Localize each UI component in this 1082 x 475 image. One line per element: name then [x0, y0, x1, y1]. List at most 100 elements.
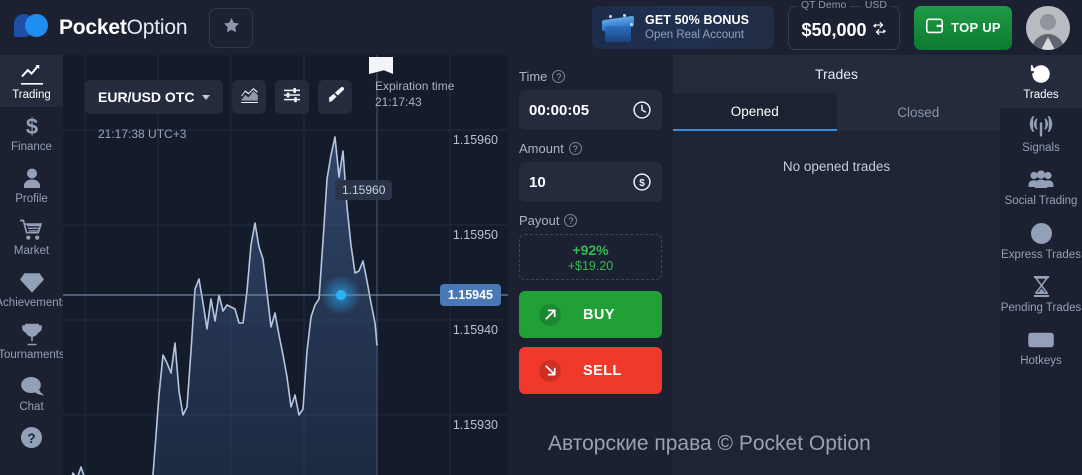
payout-percent: +92% [572, 241, 609, 258]
sliders-settings-icon [283, 87, 301, 108]
bonus-banner[interactable]: GET 50% BONUS Open Real Account [592, 6, 774, 49]
gift-box-icon [599, 12, 637, 44]
brush-icon [326, 86, 345, 109]
chart-area-fill [72, 137, 377, 475]
time-field-label: Time ? [519, 69, 662, 84]
expiration-time: 21:17:43 [375, 95, 422, 109]
svg-text:$: $ [25, 114, 37, 138]
price-chart[interactable]: EUR/USD OTC 21:17:38 UTC+3 [63, 55, 508, 475]
sidebar-item-label: Market [13, 245, 50, 257]
sidebar-item-hotkeys[interactable]: Hotkeys [1000, 321, 1082, 374]
balance-amount-group: $50,000 [801, 20, 886, 41]
sidebar-item-label: Chat [19, 401, 44, 413]
arrow-down-right-icon [539, 359, 561, 382]
chart-type-button[interactable] [232, 80, 267, 114]
svg-text:$: $ [639, 178, 645, 189]
sidebar-item-label: Social Trading [1004, 195, 1078, 208]
avatar[interactable] [1026, 5, 1070, 50]
amount-field-label: Amount ? [519, 141, 662, 156]
current-price-dot [336, 290, 346, 300]
chat-bubble-icon [20, 374, 44, 398]
drawing-tools-button[interactable] [318, 80, 353, 114]
current-price-badge: 1.15945 [439, 284, 501, 306]
chart-toolbar: EUR/USD OTC [85, 80, 353, 114]
help-circle-icon[interactable]: ? [564, 214, 578, 227]
star-icon [222, 16, 241, 40]
sidebar-item-finance[interactable]: $ Finance [0, 107, 63, 159]
payout-label-text: Payout [519, 213, 560, 228]
sidebar-item-label: Express Trades [1001, 248, 1081, 261]
chart-timestamp: 21:17:38 UTC+3 [98, 127, 187, 141]
currency-label: USD [860, 0, 891, 11]
sidebar-item-chat[interactable]: Chat [0, 367, 63, 419]
sidebar-item-express-trades[interactable]: Express Trades [1000, 215, 1082, 268]
expiration-marker: Expiration time 21:17:43 [369, 57, 454, 109]
refresh-icon[interactable] [872, 20, 887, 41]
sidebar-item-label: Signals [1022, 142, 1060, 155]
top-up-button[interactable]: TOP UP [914, 5, 1012, 50]
sidebar-item-tournaments[interactable]: Tournaments [0, 315, 65, 367]
time-input[interactable]: 00:00:05 [519, 90, 662, 130]
people-group-icon [1028, 168, 1054, 192]
top-up-label: TOP UP [951, 20, 1001, 35]
brand-logo[interactable]: PocketOption [0, 13, 188, 43]
svg-text:?: ? [27, 431, 35, 446]
clock-icon[interactable] [632, 100, 652, 120]
asset-name: EUR/USD OTC [98, 89, 195, 105]
help-circle-icon[interactable]: ? [20, 426, 43, 454]
header-right-group: GET 50% BONUS Open Real Account QT Demo … [592, 0, 1082, 50]
brand-name-light: Option [126, 15, 188, 39]
chart-type-icon [240, 87, 259, 108]
person-icon [22, 166, 42, 190]
sidebar-item-pending-trades[interactable]: Pending Trades [1000, 268, 1082, 321]
hourglass-icon [1032, 275, 1051, 299]
sidebar-item-label: Hotkeys [1020, 355, 1062, 368]
amount-value: 10 [529, 173, 546, 191]
signal-antenna-icon [1029, 115, 1053, 139]
sidebar-item-label: Trades [1023, 89, 1059, 101]
right-sidebar: Trades Signals Social Trading Express Tr… [1000, 55, 1082, 475]
payout-display: +92% +$19.20 [519, 234, 662, 280]
sidebar-item-profile[interactable]: Profile [0, 159, 63, 211]
sidebar-item-achievements[interactable]: Achievements [0, 263, 68, 315]
tab-opened[interactable]: Opened [673, 93, 837, 131]
balance-box[interactable]: QT Demo USD $50,000 [788, 0, 900, 50]
sidebar-item-trading[interactable]: Trading [0, 55, 63, 107]
sidebar-item-label: Tournaments [0, 349, 65, 361]
arrow-up-right-icon [539, 303, 561, 326]
chart-settings-button[interactable] [275, 80, 310, 114]
trades-tabs: Opened Closed [673, 93, 1000, 131]
dollar-circle-icon[interactable]: $ [632, 172, 652, 192]
amount-input[interactable]: 10 $ [519, 162, 662, 202]
axis-label-price: 1.15960 [452, 133, 498, 147]
account-type-label: QT Demo [797, 0, 851, 11]
pocket-option-logo-icon [14, 13, 48, 43]
diamond-icon [19, 270, 44, 294]
help-circle-icon[interactable]: ? [568, 142, 582, 155]
trades-panel: Trades Opened Closed No opened trades [673, 55, 1000, 475]
shopping-cart-icon [20, 218, 43, 242]
sidebar-item-label: Trading [12, 89, 51, 101]
time-value: 00:00:05 [529, 101, 590, 119]
amount-label-text: Amount [519, 141, 564, 156]
sidebar-item-label: Finance [11, 141, 52, 153]
flag-marker-icon [369, 57, 393, 74]
sidebar-item-social-trading[interactable]: Social Trading [1000, 161, 1082, 214]
asset-selector[interactable]: EUR/USD OTC [85, 80, 224, 114]
sidebar-item-market[interactable]: Market [0, 211, 63, 263]
history-clock-icon [1030, 62, 1052, 86]
sell-button[interactable]: SELL [519, 347, 662, 394]
sidebar-item-label: Pending Trades [1000, 301, 1082, 314]
dollar-icon: $ [23, 114, 41, 138]
sidebar-item-trades[interactable]: Trades [1000, 55, 1082, 109]
payout-amount: +$19.20 [567, 258, 614, 273]
favorites-button[interactable] [209, 7, 254, 48]
sell-label: SELL [583, 362, 622, 379]
sidebar-item-signals[interactable]: Signals [1000, 108, 1082, 161]
help-circle-icon[interactable]: ? [552, 70, 566, 83]
target-circle-icon [1030, 222, 1053, 246]
brand-name: PocketOption [59, 15, 188, 40]
buy-button[interactable]: BUY [519, 291, 662, 338]
tab-closed[interactable]: Closed [836, 93, 1000, 131]
wallet-icon [925, 17, 944, 39]
